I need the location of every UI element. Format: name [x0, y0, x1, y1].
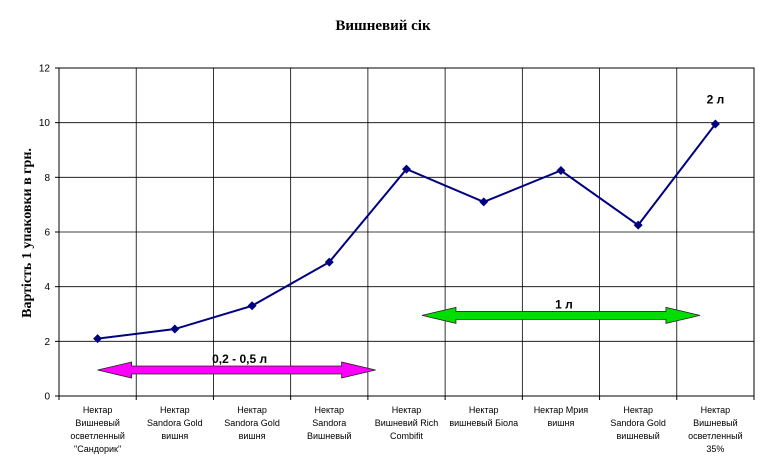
y-tick-label: 0: [44, 392, 50, 403]
data-point: [556, 166, 566, 175]
y-tick-label: 8: [44, 173, 50, 184]
data-point: [247, 301, 257, 311]
y-tick-label: 6: [44, 228, 50, 239]
y-tick-label: 2: [44, 337, 50, 348]
x-category-label: Нектар Вишневый осветленный 35%: [688, 405, 743, 454]
x-category-label: Нектар вишневый Біола: [449, 405, 518, 428]
data-point: [402, 164, 411, 174]
annotation-label: 0,2 - 0,5 л: [212, 352, 267, 366]
data-point: [633, 220, 643, 230]
data-point: [324, 257, 334, 267]
range-arrow: [97, 361, 376, 379]
y-tick-label: 10: [39, 118, 51, 129]
y-tick-label: 4: [44, 282, 50, 293]
chart-title: Вишневий сік: [335, 18, 431, 34]
data-point: [710, 119, 720, 129]
x-category-label: Нектар Sandora Gold вишневый: [610, 405, 666, 441]
x-category-label: Нектар Sandora Вишневый: [307, 405, 352, 441]
data-point: [93, 334, 103, 344]
series-line: [97, 123, 717, 340]
data-point: [479, 197, 489, 207]
x-category-label: Нектар Вишневый осветленный "Сандорик": [70, 405, 125, 454]
range-arrow: [421, 306, 701, 324]
annotation-label: 1 л: [555, 297, 573, 311]
x-category-label: Нектар Мрия вишня: [534, 405, 589, 428]
x-category-label: Нектар Вишневий Rich Combifit: [375, 405, 439, 441]
x-category-label: Нектар Sandora Gold вишня: [147, 405, 203, 441]
annotation-label: 2 л: [707, 93, 725, 107]
y-tick-label: 12: [39, 64, 51, 75]
x-category-label: Нектар Sandora Gold вишня: [224, 405, 280, 441]
data-point: [170, 324, 180, 334]
